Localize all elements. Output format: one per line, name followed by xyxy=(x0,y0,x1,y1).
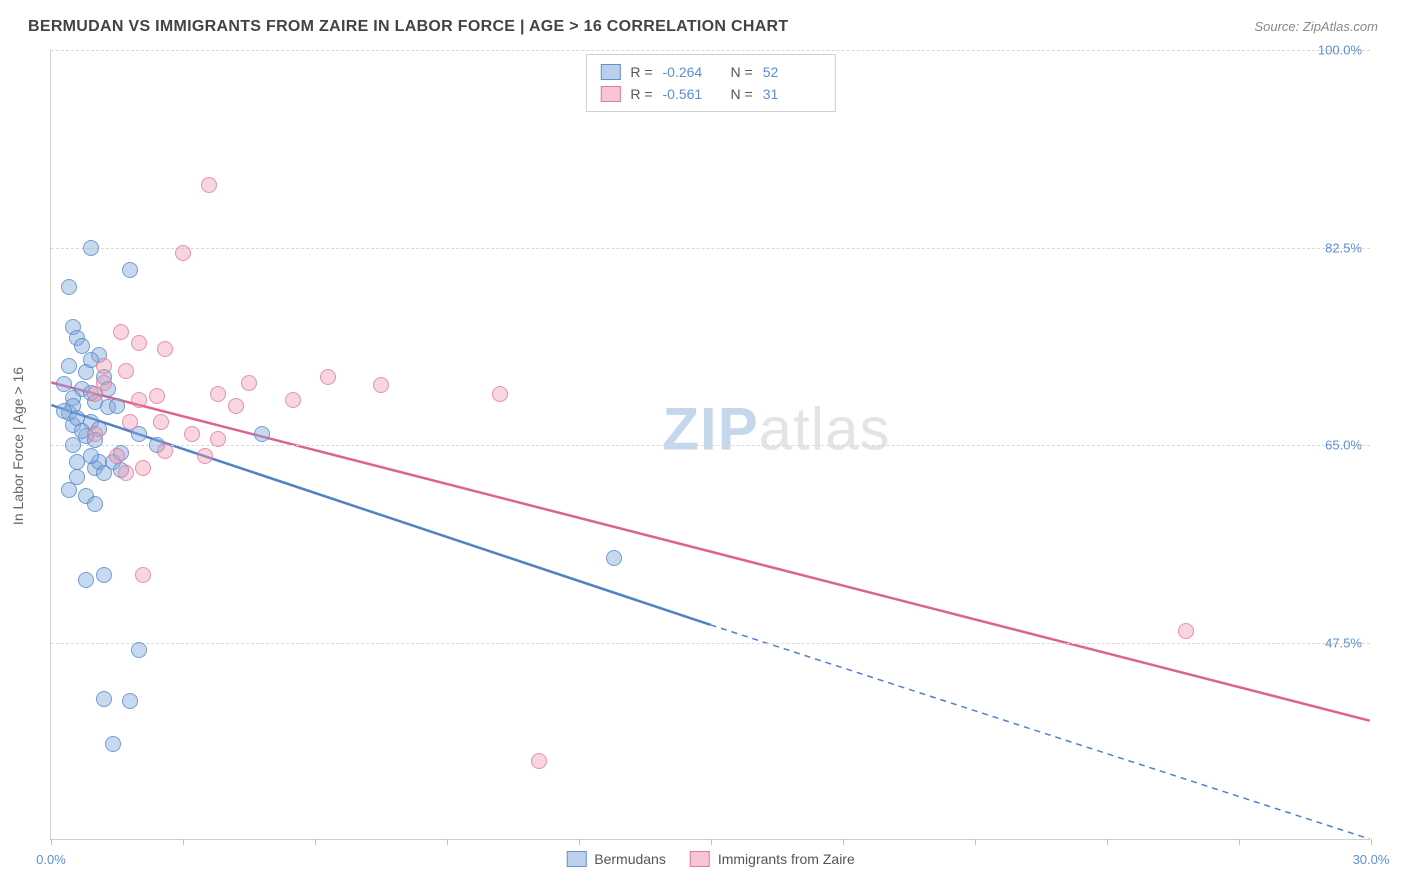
x-tick-mark xyxy=(975,839,976,845)
data-point xyxy=(197,448,213,464)
source-label: Source: ZipAtlas.com xyxy=(1254,19,1378,34)
trend-line-extrapolated xyxy=(711,625,1370,839)
correlation-legend: R = -0.264 N = 52 R = -0.561 N = 31 xyxy=(585,54,835,112)
data-point xyxy=(201,177,217,193)
data-point xyxy=(122,414,138,430)
x-tick-label: 30.0% xyxy=(1353,852,1390,867)
data-point xyxy=(61,358,77,374)
data-point xyxy=(65,437,81,453)
legend-item: Immigrants from Zaire xyxy=(690,851,855,867)
data-point xyxy=(118,465,134,481)
swatch-icon xyxy=(566,851,586,867)
x-tick-mark xyxy=(711,839,712,845)
data-point xyxy=(285,392,301,408)
y-tick-label: 100.0% xyxy=(1318,43,1362,58)
data-point xyxy=(109,398,125,414)
data-point xyxy=(113,324,129,340)
swatch-icon xyxy=(600,64,620,80)
data-point xyxy=(78,572,94,588)
data-point xyxy=(122,693,138,709)
data-point xyxy=(87,386,103,402)
x-tick-mark xyxy=(447,839,448,845)
data-point xyxy=(131,335,147,351)
data-point xyxy=(254,426,270,442)
data-point xyxy=(373,377,389,393)
data-point xyxy=(157,443,173,459)
data-point xyxy=(531,753,547,769)
data-point xyxy=(83,240,99,256)
x-tick-mark xyxy=(1107,839,1108,845)
y-tick-label: 47.5% xyxy=(1325,635,1362,650)
data-point xyxy=(87,426,103,442)
data-point xyxy=(61,279,77,295)
data-point xyxy=(606,550,622,566)
data-point xyxy=(109,448,125,464)
gridline xyxy=(51,643,1370,644)
data-point xyxy=(184,426,200,442)
swatch-icon xyxy=(690,851,710,867)
x-tick-mark xyxy=(183,839,184,845)
data-point xyxy=(122,262,138,278)
x-tick-mark xyxy=(51,839,52,845)
data-point xyxy=(320,369,336,385)
swatch-icon xyxy=(600,86,620,102)
data-point xyxy=(228,398,244,414)
data-point xyxy=(96,358,112,374)
data-point xyxy=(153,414,169,430)
series-legend: Bermudans Immigrants from Zaire xyxy=(566,851,855,867)
data-point xyxy=(118,363,134,379)
trend-line xyxy=(51,383,1369,721)
data-point xyxy=(56,403,72,419)
data-point xyxy=(87,496,103,512)
gridline xyxy=(51,445,1370,446)
y-axis-title: In Labor Force | Age > 16 xyxy=(10,367,26,525)
legend-row: R = -0.561 N = 31 xyxy=(600,83,820,105)
data-point xyxy=(96,691,112,707)
data-point xyxy=(210,431,226,447)
data-point xyxy=(135,460,151,476)
data-point xyxy=(157,341,173,357)
x-tick-mark xyxy=(1371,839,1372,845)
x-tick-mark xyxy=(315,839,316,845)
data-point xyxy=(61,482,77,498)
data-point xyxy=(74,338,90,354)
data-point xyxy=(105,736,121,752)
y-tick-label: 82.5% xyxy=(1325,240,1362,255)
data-point xyxy=(131,642,147,658)
data-point xyxy=(149,388,165,404)
watermark: ZIPatlas xyxy=(662,394,890,463)
x-tick-label: 0.0% xyxy=(36,852,66,867)
chart-header: BERMUDAN VS IMMIGRANTS FROM ZAIRE IN LAB… xyxy=(28,18,1378,36)
data-point xyxy=(492,386,508,402)
x-tick-mark xyxy=(843,839,844,845)
gridline xyxy=(51,50,1370,51)
trend-line xyxy=(51,405,710,625)
chart-title: BERMUDAN VS IMMIGRANTS FROM ZAIRE IN LAB… xyxy=(28,18,788,36)
gridline xyxy=(51,248,1370,249)
data-point xyxy=(69,454,85,470)
x-tick-mark xyxy=(1239,839,1240,845)
scatter-plot: ZIPatlas R = -0.264 N = 52 R = -0.561 N … xyxy=(50,50,1370,840)
legend-item: Bermudans xyxy=(566,851,666,867)
data-point xyxy=(96,567,112,583)
data-point xyxy=(1178,623,1194,639)
data-point xyxy=(241,375,257,391)
data-point xyxy=(135,567,151,583)
x-tick-mark xyxy=(579,839,580,845)
data-point xyxy=(210,386,226,402)
data-point xyxy=(131,392,147,408)
y-tick-label: 65.0% xyxy=(1325,438,1362,453)
data-point xyxy=(175,245,191,261)
legend-row: R = -0.264 N = 52 xyxy=(600,61,820,83)
